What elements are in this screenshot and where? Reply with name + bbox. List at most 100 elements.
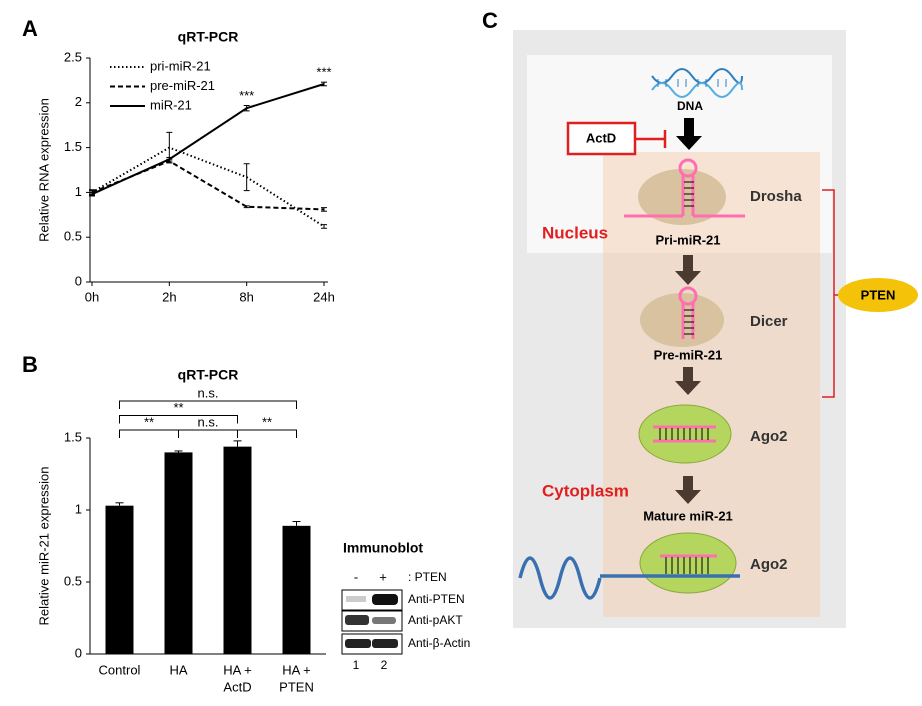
legend-label: pre-miR-21 bbox=[150, 78, 215, 93]
y-tick-label: 0 bbox=[75, 645, 82, 660]
significance-bracket bbox=[119, 400, 297, 409]
legend-label: pri-miR-21 bbox=[150, 58, 211, 73]
arrow bbox=[675, 476, 701, 504]
x-tick-label: 2h bbox=[162, 289, 176, 304]
y-axis-label: Relative RNA expression bbox=[36, 98, 51, 242]
significance-bracket bbox=[237, 429, 297, 438]
error-bar bbox=[321, 224, 327, 229]
series-line bbox=[91, 83, 325, 196]
band bbox=[345, 615, 369, 625]
ago2 bbox=[639, 532, 737, 594]
nucleus-label: Nucleus bbox=[542, 223, 608, 242]
antibody-label: Anti-pAKT bbox=[408, 613, 463, 627]
bar bbox=[105, 505, 134, 654]
arrow bbox=[676, 118, 702, 150]
pre-label: Pre-miR-21 bbox=[654, 347, 723, 362]
y-axis-label: Relative miR-21 expression bbox=[36, 467, 51, 626]
x-tick-label: HA + bbox=[223, 662, 252, 677]
antibody-label: Anti-β-Actin bbox=[408, 636, 470, 650]
significance-bracket bbox=[119, 415, 238, 424]
band bbox=[372, 594, 398, 605]
error-bar bbox=[321, 81, 327, 87]
bar bbox=[164, 452, 193, 654]
arrow bbox=[675, 255, 701, 285]
band bbox=[372, 639, 398, 648]
ago2-label: Ago2 bbox=[750, 556, 788, 573]
significance-bracket bbox=[178, 429, 238, 438]
dna-label: DNA bbox=[677, 99, 703, 113]
bracket bbox=[822, 189, 835, 398]
arrow bbox=[675, 367, 701, 395]
error-bar bbox=[166, 156, 173, 162]
y-tick-label: 0 bbox=[75, 273, 82, 288]
y-tick-label: 1 bbox=[75, 184, 82, 199]
chart-title: qRT-PCR bbox=[178, 29, 239, 45]
error-bar bbox=[321, 207, 327, 212]
x-tick-label: Control bbox=[99, 662, 141, 677]
bar bbox=[282, 525, 311, 654]
drosha-label: Drosha bbox=[750, 188, 802, 205]
hairpin-rungs bbox=[684, 309, 694, 335]
dicer-label: Dicer bbox=[750, 313, 788, 330]
ago2-label: Ago2 bbox=[750, 428, 788, 445]
significance-label: ** bbox=[144, 414, 154, 429]
ago2 bbox=[638, 404, 732, 464]
bar bbox=[223, 446, 252, 654]
panel-label: C bbox=[482, 8, 498, 33]
legend-label: miR-21 bbox=[150, 97, 192, 112]
panel-label: A bbox=[22, 16, 38, 41]
lane-number: 1 bbox=[353, 658, 360, 672]
pairing-rungs bbox=[665, 557, 709, 574]
x-tick-label: HA bbox=[169, 662, 187, 677]
pathway-diagram: DNA ActD Drosha Nucleus Pri-miR-21 Dicer… bbox=[513, 30, 918, 628]
hairpin bbox=[624, 158, 745, 218]
significance-bracket bbox=[119, 429, 179, 438]
y-tick-label: 1 bbox=[75, 501, 82, 516]
blot-title: Immunoblot bbox=[343, 540, 423, 556]
immunoblot: Immunoblot - + : PTEN Anti-PTEN Anti-pAK… bbox=[341, 540, 470, 672]
hairpin bbox=[678, 286, 698, 339]
significance-label: *** bbox=[239, 88, 254, 103]
antibody-label: Anti-PTEN bbox=[408, 592, 465, 606]
lane-number: 2 bbox=[381, 658, 388, 672]
mature-label: Mature miR-21 bbox=[643, 508, 733, 523]
duplex bbox=[653, 425, 716, 443]
significance-label: n.s. bbox=[198, 385, 219, 400]
x-tick-label: 8h bbox=[239, 289, 253, 304]
panel-label: B bbox=[22, 352, 38, 377]
x-tick-label: 24h bbox=[313, 289, 335, 304]
error-bar bbox=[243, 205, 250, 209]
mrna bbox=[518, 556, 740, 600]
pri-label: Pri-miR-21 bbox=[655, 232, 720, 247]
duplex-rungs bbox=[659, 428, 709, 440]
series-line bbox=[91, 159, 325, 211]
x-tick-label: HA + bbox=[282, 662, 311, 677]
x-tick-label: PTEN bbox=[279, 679, 314, 694]
y-tick-label: 1.5 bbox=[64, 429, 82, 444]
dna-icon bbox=[651, 68, 743, 98]
band bbox=[372, 617, 396, 624]
error-bar bbox=[292, 521, 301, 526]
chart-title: qRT-PCR bbox=[178, 367, 239, 383]
regulator bbox=[838, 278, 918, 312]
lane-label: - bbox=[354, 569, 358, 584]
y-tick-label: 1.5 bbox=[64, 139, 82, 154]
significance-label: *** bbox=[316, 65, 331, 80]
x-tick-label: 0h bbox=[85, 289, 99, 304]
y-tick-label: 2 bbox=[75, 94, 82, 109]
error-bar bbox=[115, 502, 124, 506]
y-tick-label: 2.5 bbox=[64, 49, 82, 64]
inhibition bbox=[635, 130, 667, 148]
error-bar bbox=[243, 104, 250, 112]
error-bar bbox=[89, 191, 95, 197]
inhibitor-box bbox=[566, 121, 637, 156]
significance-label: ** bbox=[262, 414, 272, 429]
y-tick-label: 0.5 bbox=[64, 573, 82, 588]
x-tick-label: ActD bbox=[223, 679, 251, 694]
significance-label: n.s. bbox=[198, 414, 219, 429]
band bbox=[345, 639, 371, 648]
hairpin-rungs bbox=[684, 181, 694, 207]
regulator-label: PTEN bbox=[861, 287, 896, 302]
series-line bbox=[91, 146, 325, 228]
